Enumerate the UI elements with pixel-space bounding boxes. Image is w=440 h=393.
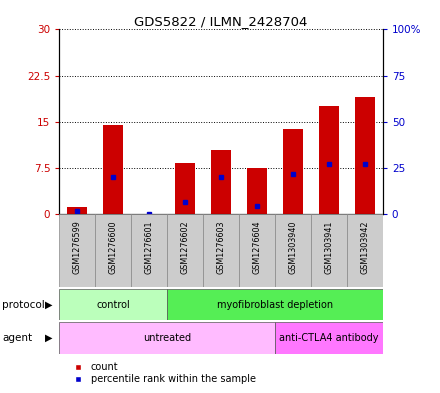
Text: protocol: protocol xyxy=(2,299,45,310)
Bar xyxy=(59,289,167,320)
Bar xyxy=(59,214,95,287)
Text: ▶: ▶ xyxy=(44,333,52,343)
Bar xyxy=(347,214,383,287)
Text: agent: agent xyxy=(2,333,32,343)
Text: GSM1276603: GSM1276603 xyxy=(216,220,226,274)
Text: GSM1276604: GSM1276604 xyxy=(253,220,261,274)
Bar xyxy=(239,214,275,287)
Text: GSM1276600: GSM1276600 xyxy=(109,220,118,274)
Title: GDS5822 / ILMN_2428704: GDS5822 / ILMN_2428704 xyxy=(134,15,308,28)
Text: GSM1303941: GSM1303941 xyxy=(324,220,334,274)
Bar xyxy=(319,107,339,214)
Bar xyxy=(275,214,311,287)
Bar xyxy=(175,163,195,214)
Bar xyxy=(95,214,131,287)
Text: untreated: untreated xyxy=(143,333,191,343)
Text: anti-CTLA4 antibody: anti-CTLA4 antibody xyxy=(279,333,379,343)
Bar xyxy=(131,214,167,287)
Text: control: control xyxy=(96,299,130,310)
Bar xyxy=(211,149,231,214)
Text: GSM1303942: GSM1303942 xyxy=(360,220,369,274)
Text: GSM1276599: GSM1276599 xyxy=(73,220,82,274)
Text: myofibroblast depletion: myofibroblast depletion xyxy=(217,299,333,310)
Bar xyxy=(283,129,303,214)
Bar xyxy=(355,97,375,214)
Bar xyxy=(167,289,383,320)
Legend: count, percentile rank within the sample: count, percentile rank within the sample xyxy=(64,358,260,388)
Bar xyxy=(103,125,123,214)
Text: GSM1276601: GSM1276601 xyxy=(145,220,154,274)
Bar xyxy=(311,214,347,287)
Text: GSM1303940: GSM1303940 xyxy=(289,220,297,274)
Bar xyxy=(59,322,275,354)
Text: ▶: ▶ xyxy=(44,299,52,310)
Bar xyxy=(203,214,239,287)
Bar xyxy=(275,322,383,354)
Text: GSM1276602: GSM1276602 xyxy=(181,220,190,274)
Bar xyxy=(67,207,87,214)
Bar xyxy=(247,168,267,214)
Bar xyxy=(167,214,203,287)
